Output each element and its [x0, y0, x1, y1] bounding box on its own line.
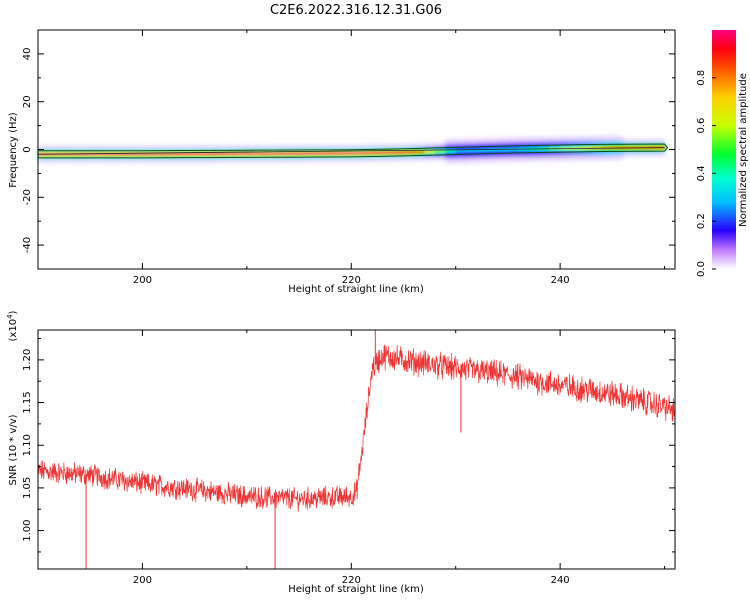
- snr-series: [38, 330, 675, 569]
- y-tick-label: -40: [22, 237, 33, 253]
- colorbar-tick-label: 0.8: [696, 70, 707, 86]
- heatmap-cell: [309, 152, 321, 155]
- y-tick-label: 1.00: [22, 519, 33, 541]
- colorbar-tick-label: 0.2: [696, 213, 707, 229]
- colorbar: 0.0 0.2 0.4 0.6 0.8 Normalized spectral ampl…: [696, 30, 749, 277]
- y-tick-label: 1.15: [22, 391, 33, 413]
- y-tick-label: 40: [22, 48, 33, 61]
- snr-frame: [37, 329, 676, 570]
- heatmap-cell: [319, 152, 331, 155]
- heatmap-cell: [215, 152, 227, 156]
- heatmap-cell: [194, 152, 206, 156]
- y-tick-label: 1.05: [22, 477, 33, 499]
- spectrogram-heatmap: [37, 135, 669, 164]
- heatmap-cell: [361, 151, 373, 155]
- heatmap-cell: [111, 153, 123, 156]
- colorbar-gradient: [712, 30, 736, 269]
- x-tick-label: 220: [342, 275, 361, 286]
- x-tick-label: 200: [133, 275, 152, 286]
- y-tick-label: 1.20: [22, 349, 33, 371]
- heatmap-cell: [372, 151, 384, 155]
- spectrogram-x-label: Height of straight line (km): [288, 284, 424, 295]
- heatmap-cell: [257, 152, 269, 155]
- x-tick-label: 200: [133, 575, 152, 586]
- heatmap-cell: [476, 149, 488, 152]
- heatmap-cell: [445, 150, 457, 153]
- heatmap-cell: [267, 152, 279, 155]
- heatmap-cell: [413, 150, 425, 154]
- heatmap-cell: [497, 148, 509, 151]
- heatmap-cell: [299, 152, 311, 155]
- heatmap-cell: [403, 151, 415, 154]
- snr-line: [38, 344, 675, 512]
- heatmap-cell: [142, 153, 154, 156]
- y-tick-label: -20: [22, 189, 33, 205]
- heatmap-cell: [340, 152, 352, 155]
- heatmap-cell: [173, 152, 185, 156]
- heatmap-cell: [424, 150, 436, 153]
- heatmap-cell: [100, 153, 112, 156]
- heatmap-cell: [184, 152, 196, 156]
- heatmap-cell: [288, 152, 300, 155]
- heatmap-cell: [487, 148, 498, 152]
- spectrogram-panel: 200 220 240 -40 -20 0 20 40 Height of straight …: [8, 29, 676, 295]
- heatmap-cell: [278, 152, 290, 155]
- heatmap-cell: [90, 153, 102, 156]
- snr-panel: 200 220 240 1.00 1.05 1.10 1.15 1.20 Height of …: [6, 310, 676, 595]
- snr-x-label: Height of straight line (km): [288, 584, 424, 595]
- y-tick-label: 1.10: [22, 434, 33, 456]
- colorbar-tick-label: 0.0: [696, 261, 707, 277]
- y-tick-label: 0: [22, 146, 33, 152]
- spectrogram-y-label: Frequency (Hz): [8, 112, 19, 188]
- ridge-outline: [37, 143, 669, 159]
- heatmap-cell: [205, 152, 217, 156]
- heatmap-cell: [330, 152, 342, 155]
- heatmap-cell: [466, 149, 478, 152]
- spectrogram-frame: [37, 29, 676, 270]
- heatmap-cell: [393, 151, 404, 154]
- snr-y-label: SNR (10 * v/v): [8, 414, 19, 485]
- heatmap-cell: [79, 153, 91, 156]
- colorbar-tick-label: 0.4: [696, 165, 707, 181]
- heatmap-cell: [152, 153, 164, 156]
- snr-y-multiplier: (x104): [6, 310, 19, 341]
- heatmap-cell: [455, 149, 467, 153]
- colorbar-ticks: 0.0 0.2 0.4 0.6 0.8: [696, 70, 716, 277]
- y-tick-label: 20: [22, 95, 33, 108]
- heatmap-cell: [163, 152, 175, 156]
- heatmap-cell: [121, 153, 133, 156]
- heatmap-cell: [236, 152, 248, 156]
- heatmap-cell: [131, 153, 143, 156]
- x-tick-label: 240: [551, 275, 570, 286]
- heatmap-cell: [246, 152, 258, 155]
- heatmap-cell: [225, 152, 237, 156]
- x-tick-label: 240: [551, 575, 570, 586]
- figure-title: C2E6.2022.316.12.31.G06: [270, 3, 442, 18]
- x-tick-label: 220: [342, 575, 361, 586]
- heatmap-cell: [382, 151, 394, 154]
- colorbar-label: Normalized spectral amplitude: [738, 73, 749, 227]
- colorbar-tick-label: 0.6: [696, 118, 707, 134]
- snr-ticks: 200 220 240 1.00 1.05 1.10 1.15 1.20: [22, 330, 675, 586]
- heatmap-cell: [351, 152, 363, 155]
- heatmap-cell: [434, 150, 446, 153]
- ridge-center-line: [37, 147, 665, 155]
